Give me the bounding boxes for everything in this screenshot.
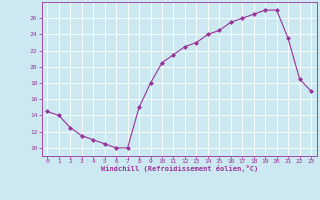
X-axis label: Windchill (Refroidissement éolien,°C): Windchill (Refroidissement éolien,°C) xyxy=(100,165,258,172)
